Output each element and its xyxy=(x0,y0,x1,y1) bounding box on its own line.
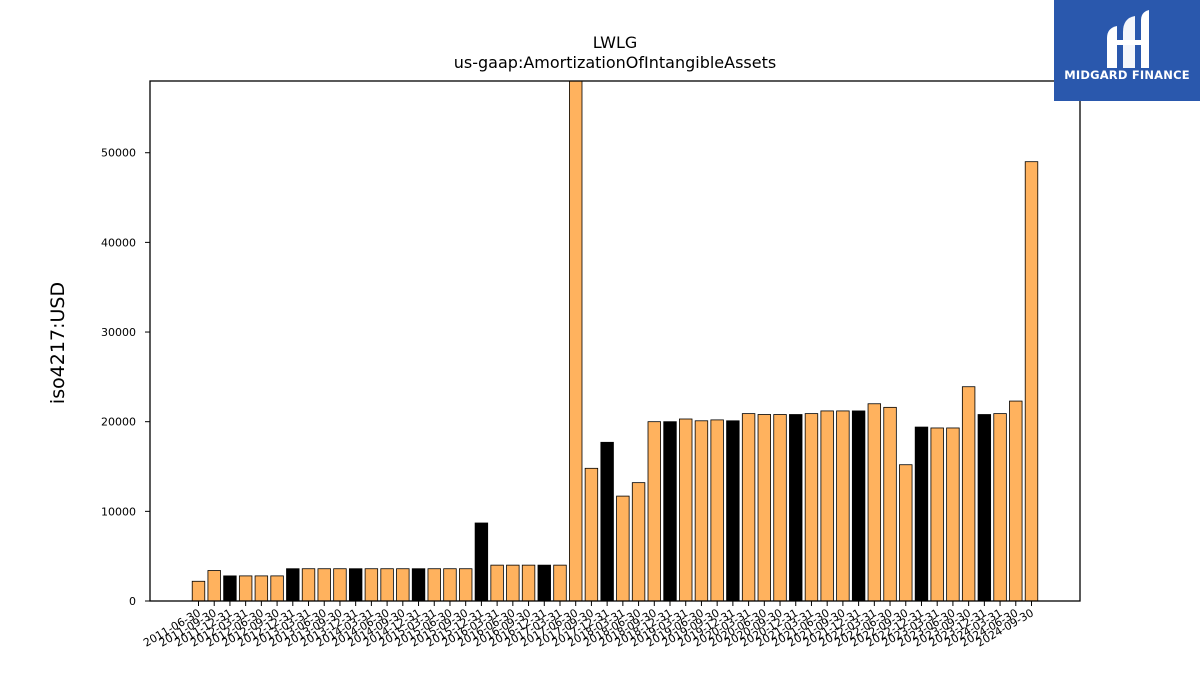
y-tick-label: 10000 xyxy=(101,505,136,518)
bar-2024-03-31 xyxy=(993,413,1007,602)
bar-2022-06-30 xyxy=(883,406,897,602)
bar-2014-12-31 xyxy=(411,568,426,602)
bar-2020-06-30 xyxy=(757,414,771,602)
bar-2018-06-30 xyxy=(631,482,646,602)
bar-2021-09-30 xyxy=(836,410,850,602)
y-tick-label: 50000 xyxy=(101,147,136,160)
bar-2017-12-31 xyxy=(600,441,614,602)
y-tick-label: 40000 xyxy=(101,236,136,249)
bar-2014-03-31 xyxy=(364,568,379,602)
bar-2024-06-30 xyxy=(1009,400,1023,602)
bar-2016-09-30 xyxy=(521,564,536,602)
bar-2016-03-31 xyxy=(490,564,504,602)
bar-2022-09-30 xyxy=(899,464,913,602)
bar-2019-09-30 xyxy=(710,419,724,602)
bar-2011-09-30 xyxy=(207,570,221,602)
bar-2017-09-30 xyxy=(584,467,599,602)
bar-2023-06-30 xyxy=(946,427,960,602)
bar-2019-03-31 xyxy=(679,418,693,602)
bar-2018-09-30 xyxy=(647,421,661,602)
y-tick-label: 30000 xyxy=(101,326,136,339)
bar-2012-06-30 xyxy=(254,575,269,602)
bar-2011-12-31 xyxy=(223,575,237,602)
y-tick-label: 20000 xyxy=(101,416,136,429)
bar-2015-06-30 xyxy=(443,568,457,602)
bar-2019-12-31 xyxy=(726,420,740,602)
bar-2020-12-31 xyxy=(789,414,803,602)
chart-subtitle: us-gaap:AmortizationOfIntangibleAssets xyxy=(454,53,776,72)
bar-2013-12-31 xyxy=(348,568,363,602)
bar-2015-09-30 xyxy=(459,568,473,602)
bar-2011-06-30 xyxy=(191,580,206,602)
bar-2015-03-31 xyxy=(427,568,441,602)
bar-2023-03-31 xyxy=(930,427,944,602)
bar-2019-06-30 xyxy=(694,420,709,602)
x-axis-ticks: 2011-06-302011-09-302011-12-312012-03-31… xyxy=(141,601,1036,650)
bar-2012-12-31 xyxy=(286,568,300,602)
bar-2012-09-30 xyxy=(270,575,284,602)
bar-2017-03-31 xyxy=(553,564,567,602)
chart-title: LWLG xyxy=(593,33,638,52)
bar-2018-03-31 xyxy=(616,495,630,602)
bar-2020-03-31 xyxy=(741,413,756,602)
bar-2022-12-31 xyxy=(914,426,929,602)
bar-2021-06-30 xyxy=(820,410,834,602)
bar-2021-03-31 xyxy=(804,413,819,602)
bar-2013-06-30 xyxy=(317,568,331,602)
midgard-finance-logo: MIDGARD FINANCE xyxy=(1054,0,1200,101)
bar-2015-12-31 xyxy=(474,522,489,602)
y-tick-label: 0 xyxy=(129,595,136,608)
bar-2022-03-31 xyxy=(867,403,882,602)
bar-2016-12-31 xyxy=(537,564,551,602)
bar-2012-03-31 xyxy=(238,575,253,602)
bar-2016-06-30 xyxy=(506,564,520,602)
bar-2014-06-30 xyxy=(380,568,394,602)
bar-2020-09-30 xyxy=(773,414,787,602)
bars-group xyxy=(191,80,1039,602)
bar-2013-09-30 xyxy=(333,568,347,602)
y-axis-ticks: 0 10000 20000 30000 40000 50000 xyxy=(101,147,150,608)
bar-2024-09-30 xyxy=(1024,161,1039,602)
y-axis-label: iso4217:USD xyxy=(47,282,69,404)
bar-2014-09-30 xyxy=(396,568,410,602)
logo-mark-icon xyxy=(1107,10,1149,68)
bar-2018-12-31 xyxy=(663,421,677,602)
plot-frame xyxy=(149,80,1081,602)
bar-2021-12-31 xyxy=(851,410,866,602)
bar-2013-03-31 xyxy=(301,568,316,602)
bar-2023-12-31 xyxy=(977,414,992,602)
logo-text: MIDGARD FINANCE xyxy=(1064,68,1190,82)
bar-2023-09-30 xyxy=(961,386,976,602)
bar-2017-06-30 xyxy=(569,80,583,602)
